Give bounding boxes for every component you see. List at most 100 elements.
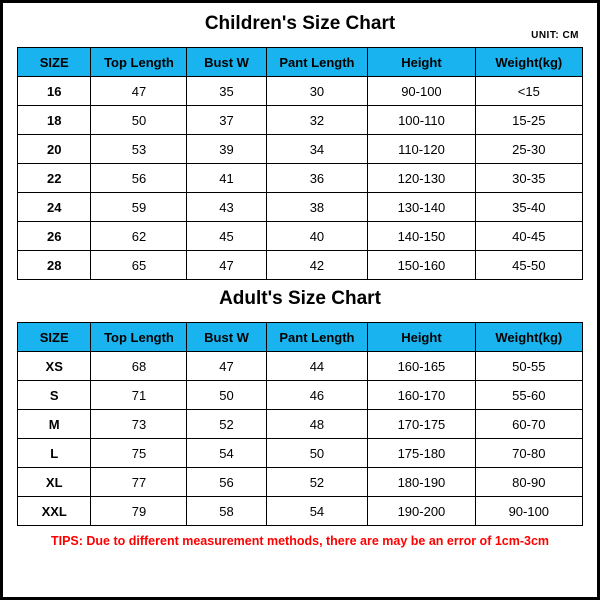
- table-row: 26624540140-15040-45: [18, 222, 583, 251]
- table-row: 18503732100-11015-25: [18, 106, 583, 135]
- section-gap: [17, 280, 583, 288]
- table-cell: 50: [187, 381, 266, 410]
- table-cell: M: [18, 410, 91, 439]
- table-cell: 55-60: [475, 381, 582, 410]
- table-row: 20533934110-12025-30: [18, 135, 583, 164]
- table-cell: 40-45: [475, 222, 582, 251]
- table-cell: 65: [91, 251, 187, 280]
- col-pant-length: Pant Length: [266, 323, 368, 352]
- table-cell: 30-35: [475, 164, 582, 193]
- table-cell: 45: [187, 222, 266, 251]
- col-size: SIZE: [18, 48, 91, 77]
- col-top-length: Top Length: [91, 323, 187, 352]
- table-cell: 75: [91, 439, 187, 468]
- table-cell: 70-80: [475, 439, 582, 468]
- table-cell: 130-140: [368, 193, 475, 222]
- table-cell: 58: [187, 497, 266, 526]
- table-cell: 32: [266, 106, 368, 135]
- table-cell: 24: [18, 193, 91, 222]
- table-cell: 120-130: [368, 164, 475, 193]
- children-title-row: Children's Size Chart UNIT: CM: [17, 13, 583, 43]
- table-cell: 50: [91, 106, 187, 135]
- table-cell: 47: [187, 352, 266, 381]
- col-weight: Weight(kg): [475, 48, 582, 77]
- children-table: SIZE Top Length Bust W Pant Length Heigh…: [17, 47, 583, 280]
- table-cell: 77: [91, 468, 187, 497]
- table-cell: 56: [91, 164, 187, 193]
- table-row: M735248170-17560-70: [18, 410, 583, 439]
- table-cell: 62: [91, 222, 187, 251]
- table-cell: 39: [187, 135, 266, 164]
- table-cell: 28: [18, 251, 91, 280]
- table-cell: 140-150: [368, 222, 475, 251]
- table-row: 1647353090-100<15: [18, 77, 583, 106]
- col-height: Height: [368, 48, 475, 77]
- col-bust-w: Bust W: [187, 323, 266, 352]
- size-chart-container: Children's Size Chart UNIT: CM SIZE Top …: [0, 0, 600, 600]
- table-cell: 60-70: [475, 410, 582, 439]
- children-title: Children's Size Chart: [205, 13, 395, 35]
- adult-tbody: XS684744160-16550-55S715046160-17055-60M…: [18, 352, 583, 526]
- table-cell: 47: [91, 77, 187, 106]
- table-cell: 56: [187, 468, 266, 497]
- table-cell: XXL: [18, 497, 91, 526]
- table-cell: 26: [18, 222, 91, 251]
- table-cell: 100-110: [368, 106, 475, 135]
- table-row: XS684744160-16550-55: [18, 352, 583, 381]
- table-cell: 40: [266, 222, 368, 251]
- col-height: Height: [368, 323, 475, 352]
- col-weight: Weight(kg): [475, 323, 582, 352]
- table-cell: 180-190: [368, 468, 475, 497]
- unit-label: UNIT: CM: [531, 30, 579, 41]
- table-cell: 50: [266, 439, 368, 468]
- table-row: XXL795854190-20090-100: [18, 497, 583, 526]
- table-cell: 50-55: [475, 352, 582, 381]
- col-bust-w: Bust W: [187, 48, 266, 77]
- children-header-row: SIZE Top Length Bust W Pant Length Heigh…: [18, 48, 583, 77]
- table-cell: 25-30: [475, 135, 582, 164]
- table-cell: 43: [187, 193, 266, 222]
- table-cell: S: [18, 381, 91, 410]
- table-cell: 46: [266, 381, 368, 410]
- table-cell: 68: [91, 352, 187, 381]
- table-row: 28654742150-16045-50: [18, 251, 583, 280]
- table-cell: 20: [18, 135, 91, 164]
- table-cell: 18: [18, 106, 91, 135]
- table-row: S715046160-17055-60: [18, 381, 583, 410]
- table-cell: 47: [187, 251, 266, 280]
- col-pant-length: Pant Length: [266, 48, 368, 77]
- table-row: 24594338130-14035-40: [18, 193, 583, 222]
- table-cell: XS: [18, 352, 91, 381]
- adult-header-row: SIZE Top Length Bust W Pant Length Heigh…: [18, 323, 583, 352]
- table-cell: 36: [266, 164, 368, 193]
- table-row: L755450175-18070-80: [18, 439, 583, 468]
- table-cell: 53: [91, 135, 187, 164]
- col-size: SIZE: [18, 323, 91, 352]
- adult-table: SIZE Top Length Bust W Pant Length Heigh…: [17, 322, 583, 526]
- table-cell: 79: [91, 497, 187, 526]
- table-cell: 45-50: [475, 251, 582, 280]
- table-cell: 52: [266, 468, 368, 497]
- table-cell: <15: [475, 77, 582, 106]
- children-tbody: 1647353090-100<1518503732100-11015-25205…: [18, 77, 583, 280]
- table-cell: 44: [266, 352, 368, 381]
- table-cell: 30: [266, 77, 368, 106]
- adult-title: Adult's Size Chart: [219, 288, 381, 310]
- table-cell: 37: [187, 106, 266, 135]
- table-cell: 22: [18, 164, 91, 193]
- table-cell: 41: [187, 164, 266, 193]
- table-cell: L: [18, 439, 91, 468]
- table-cell: 175-180: [368, 439, 475, 468]
- table-cell: 15-25: [475, 106, 582, 135]
- table-cell: 38: [266, 193, 368, 222]
- table-cell: 170-175: [368, 410, 475, 439]
- table-cell: 54: [187, 439, 266, 468]
- table-cell: 48: [266, 410, 368, 439]
- table-row: 22564136120-13030-35: [18, 164, 583, 193]
- table-cell: 80-90: [475, 468, 582, 497]
- table-cell: 16: [18, 77, 91, 106]
- table-cell: 34: [266, 135, 368, 164]
- table-cell: 52: [187, 410, 266, 439]
- table-cell: 54: [266, 497, 368, 526]
- table-cell: 110-120: [368, 135, 475, 164]
